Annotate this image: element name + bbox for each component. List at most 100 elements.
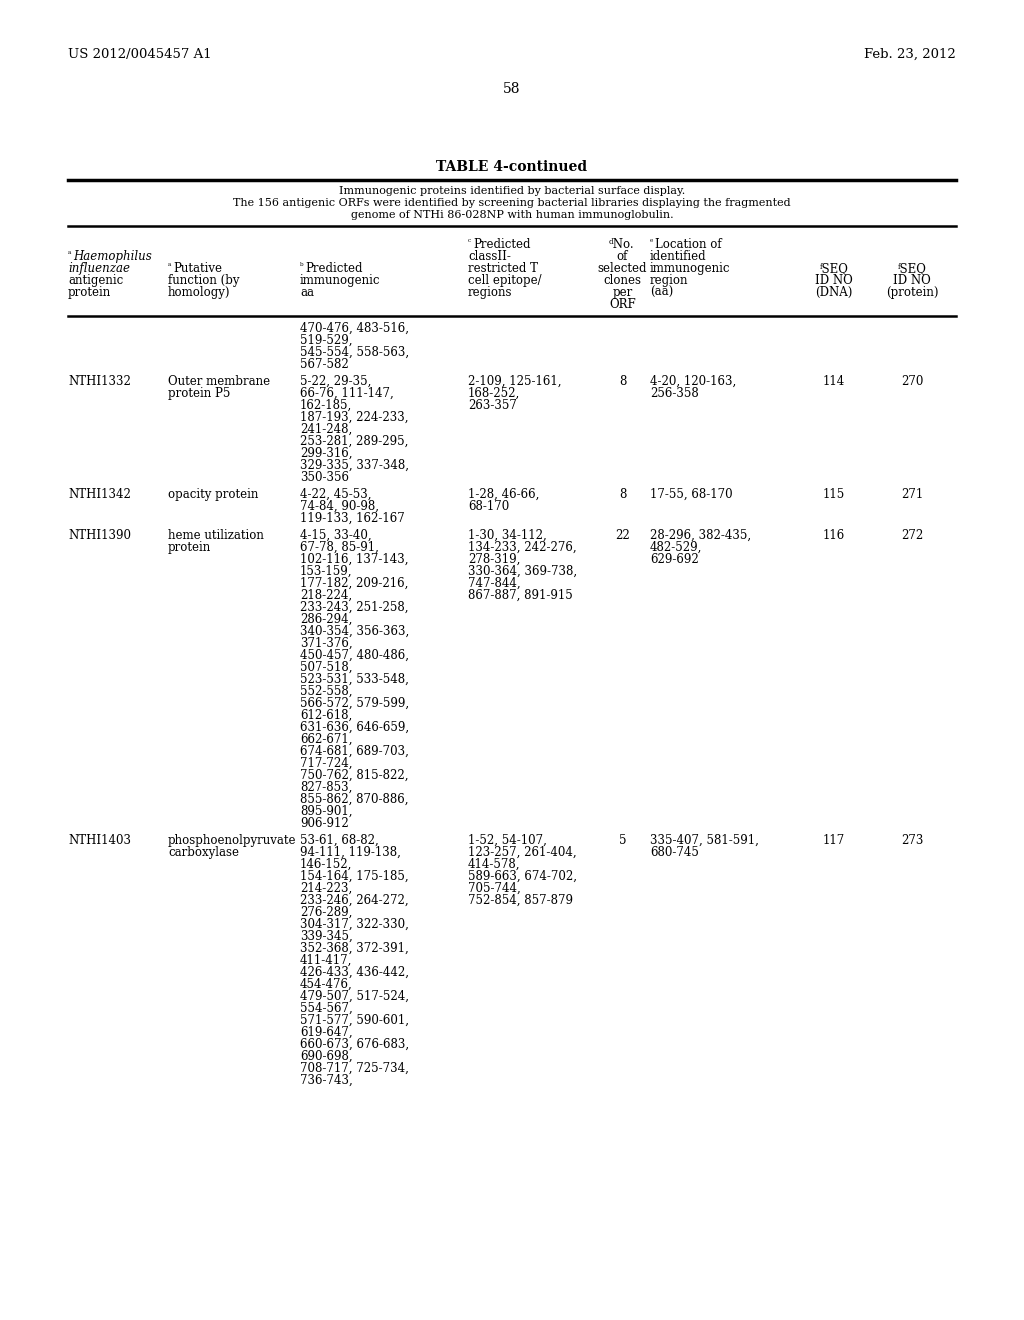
Text: 2-109, 125-161,: 2-109, 125-161,	[468, 375, 561, 388]
Text: 299-316,: 299-316,	[300, 447, 352, 459]
Text: 747-844,: 747-844,	[468, 577, 520, 590]
Text: 708-717, 725-734,: 708-717, 725-734,	[300, 1063, 409, 1074]
Text: 28-296, 382-435,: 28-296, 382-435,	[650, 529, 752, 543]
Text: 1-28, 46-66,: 1-28, 46-66,	[468, 488, 540, 502]
Text: 304-317, 322-330,: 304-317, 322-330,	[300, 917, 409, 931]
Text: ᶜ: ᶜ	[468, 238, 471, 247]
Text: 411-417,: 411-417,	[300, 954, 352, 968]
Text: opacity protein: opacity protein	[168, 488, 258, 502]
Text: 631-636, 646-659,: 631-636, 646-659,	[300, 721, 410, 734]
Text: 352-368, 372-391,: 352-368, 372-391,	[300, 942, 409, 954]
Text: 662-671,: 662-671,	[300, 733, 352, 746]
Text: 233-243, 251-258,: 233-243, 251-258,	[300, 601, 409, 614]
Text: 479-507, 517-524,: 479-507, 517-524,	[300, 990, 409, 1003]
Text: ᵈNo.: ᵈNo.	[608, 238, 634, 251]
Text: 371-376,: 371-376,	[300, 638, 352, 649]
Text: ID NO: ID NO	[893, 275, 931, 286]
Text: 339-345,: 339-345,	[300, 931, 352, 942]
Text: 94-111, 119-138,: 94-111, 119-138,	[300, 846, 400, 859]
Text: 168-252,: 168-252,	[468, 387, 520, 400]
Text: Outer membrane: Outer membrane	[168, 375, 270, 388]
Text: 154-164, 175-185,: 154-164, 175-185,	[300, 870, 409, 883]
Text: 660-673, 676-683,: 660-673, 676-683,	[300, 1038, 410, 1051]
Text: 214-223,: 214-223,	[300, 882, 352, 895]
Text: 589-663, 674-702,: 589-663, 674-702,	[468, 870, 577, 883]
Text: 134-233, 242-276,: 134-233, 242-276,	[468, 541, 577, 554]
Text: Location of: Location of	[655, 238, 722, 251]
Text: US 2012/0045457 A1: US 2012/0045457 A1	[68, 48, 212, 61]
Text: 263-357: 263-357	[468, 399, 517, 412]
Text: 552-558,: 552-558,	[300, 685, 352, 698]
Text: 17-55, 68-170: 17-55, 68-170	[650, 488, 732, 502]
Text: 8: 8	[618, 375, 627, 388]
Text: 329-335, 337-348,: 329-335, 337-348,	[300, 459, 409, 473]
Text: 177-182, 209-216,: 177-182, 209-216,	[300, 577, 409, 590]
Text: 117: 117	[823, 834, 845, 847]
Text: Predicted: Predicted	[473, 238, 530, 251]
Text: TABLE 4-continued: TABLE 4-continued	[436, 160, 588, 174]
Text: protein: protein	[168, 541, 211, 554]
Text: 58: 58	[503, 82, 521, 96]
Text: ᵃ: ᵃ	[68, 249, 72, 259]
Text: 426-433, 436-442,: 426-433, 436-442,	[300, 966, 409, 979]
Text: Immunogenic proteins identified by bacterial surface display.: Immunogenic proteins identified by bacte…	[339, 186, 685, 195]
Text: 482-529,: 482-529,	[650, 541, 702, 554]
Text: cell epitope/: cell epitope/	[468, 275, 542, 286]
Text: 116: 116	[823, 529, 845, 543]
Text: 619-647,: 619-647,	[300, 1026, 352, 1039]
Text: protein: protein	[68, 286, 112, 300]
Text: ᶠSEQ: ᶠSEQ	[898, 261, 927, 275]
Text: 114: 114	[823, 375, 845, 388]
Text: NTHI1403: NTHI1403	[68, 834, 131, 847]
Text: 519-529,: 519-529,	[300, 334, 352, 347]
Text: 162-185,: 162-185,	[300, 399, 352, 412]
Text: 414-578,: 414-578,	[468, 858, 520, 871]
Text: 717-724,: 717-724,	[300, 756, 352, 770]
Text: 350-356: 350-356	[300, 471, 349, 484]
Text: ᵉ: ᵉ	[650, 238, 653, 247]
Text: 507-518,: 507-518,	[300, 661, 352, 675]
Text: phosphoenolpyruvate: phosphoenolpyruvate	[168, 834, 297, 847]
Text: 5-22, 29-35,: 5-22, 29-35,	[300, 375, 372, 388]
Text: 736-743,: 736-743,	[300, 1074, 352, 1086]
Text: region: region	[650, 275, 688, 286]
Text: NTHI1342: NTHI1342	[68, 488, 131, 502]
Text: 123-257, 261-404,: 123-257, 261-404,	[468, 846, 577, 859]
Text: 146-152,: 146-152,	[300, 858, 352, 871]
Text: The 156 antigenic ORFs were identified by screening bacterial libraries displayi: The 156 antigenic ORFs were identified b…	[233, 198, 791, 209]
Text: immunogenic: immunogenic	[300, 275, 381, 286]
Text: 674-681, 689-703,: 674-681, 689-703,	[300, 744, 409, 758]
Text: 612-618,: 612-618,	[300, 709, 352, 722]
Text: 53-61, 68-82,: 53-61, 68-82,	[300, 834, 379, 847]
Text: 273: 273	[901, 834, 924, 847]
Text: 102-116, 137-143,: 102-116, 137-143,	[300, 553, 409, 566]
Text: 1-52, 54-107,: 1-52, 54-107,	[468, 834, 547, 847]
Text: 705-744,: 705-744,	[468, 882, 521, 895]
Text: 1-30, 34-112,: 1-30, 34-112,	[468, 529, 547, 543]
Text: 906-912: 906-912	[300, 817, 349, 830]
Text: 271: 271	[901, 488, 923, 502]
Text: influenzae: influenzae	[68, 261, 130, 275]
Text: classII-: classII-	[468, 249, 511, 263]
Text: clones: clones	[603, 275, 641, 286]
Text: 330-364, 369-738,: 330-364, 369-738,	[468, 565, 578, 578]
Text: heme utilization: heme utilization	[168, 529, 264, 543]
Text: NTHI1390: NTHI1390	[68, 529, 131, 543]
Text: 690-698,: 690-698,	[300, 1049, 352, 1063]
Text: (DNA): (DNA)	[815, 286, 853, 300]
Text: 4-22, 45-53,: 4-22, 45-53,	[300, 488, 372, 502]
Text: of: of	[616, 249, 628, 263]
Text: Haemophilus: Haemophilus	[73, 249, 152, 263]
Text: 827-853,: 827-853,	[300, 781, 352, 795]
Text: 680-745: 680-745	[650, 846, 698, 859]
Text: 855-862, 870-886,: 855-862, 870-886,	[300, 793, 409, 807]
Text: regions: regions	[468, 286, 512, 300]
Text: (protein): (protein)	[886, 286, 938, 300]
Text: ᵇ: ᵇ	[300, 261, 304, 271]
Text: 340-354, 356-363,: 340-354, 356-363,	[300, 624, 410, 638]
Text: ᶠSEQ: ᶠSEQ	[819, 261, 849, 275]
Text: 272: 272	[901, 529, 923, 543]
Text: restricted T: restricted T	[468, 261, 538, 275]
Text: 233-246, 264-272,: 233-246, 264-272,	[300, 894, 409, 907]
Text: identified: identified	[650, 249, 707, 263]
